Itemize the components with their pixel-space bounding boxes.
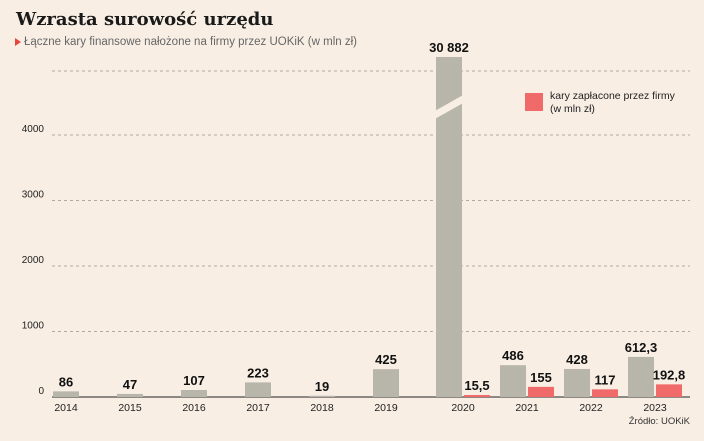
data-label-total-2017: 223 [247, 365, 269, 380]
data-label-total-2021: 486 [502, 348, 524, 363]
bar-paid-2021 [528, 386, 554, 397]
x-tick-label-2022: 2022 [579, 402, 603, 414]
bar-total-2014 [53, 391, 79, 397]
x-tick-label-2016: 2016 [182, 402, 206, 414]
chart-subtitle: Łączne kary finansowe nałożone na firmy … [15, 36, 357, 48]
data-label-paid-2022: 117 [595, 372, 616, 387]
data-label-total-2023: 612,3 [625, 340, 658, 355]
bar-total-2018 [309, 395, 335, 397]
y-tick-label: 2000 [22, 255, 45, 266]
legend: kary zapłacone przez firmy(w mln zł) [525, 90, 676, 115]
data-label-paid-2020: 15,5 [464, 378, 489, 393]
y-tick-label: 3000 [22, 190, 45, 201]
data-label-paid-2023: 192,8 [653, 367, 686, 382]
bar-total-2017 [245, 382, 271, 397]
x-tick-label-2015: 2015 [118, 402, 142, 414]
bar-total-2023 [628, 356, 654, 397]
y-tick-label: 1000 [22, 321, 45, 332]
legend-swatch-paid [525, 93, 543, 111]
x-tick-label-2023: 2023 [643, 402, 667, 414]
data-label-paid-2021: 155 [530, 370, 552, 385]
data-label-total-2022: 428 [566, 352, 588, 367]
data-label-total-2016: 107 [183, 373, 205, 388]
bar-paid-2022 [592, 389, 618, 397]
bar-paid-2023 [656, 384, 682, 397]
bar-total-2022 [564, 368, 590, 397]
triangle-marker-icon [15, 38, 21, 46]
chart-title: Wzrasta surowość urzędu [16, 9, 274, 30]
x-tick-label-2017: 2017 [246, 402, 270, 414]
source-note: Źródło: UOKiK [628, 416, 690, 427]
subtitle-text: Łączne kary finansowe nałożone na firmy … [24, 36, 357, 48]
x-tick-label-2018: 2018 [310, 402, 334, 414]
axis-break-mark [433, 94, 465, 120]
bar-total-2019 [373, 369, 399, 397]
y-tick-label: 0 [38, 386, 44, 397]
bar-paid-2020 [464, 395, 490, 397]
x-tick-label-2019: 2019 [374, 402, 398, 414]
data-label-total-2015: 47 [123, 377, 137, 392]
bar-total-2021 [500, 365, 526, 397]
data-label-total-2018: 19 [315, 379, 329, 394]
x-tick-label-2020: 2020 [451, 402, 475, 414]
data-label-total-2019: 425 [375, 352, 397, 367]
legend-label-paid: kary zapłacone przez firmy [550, 90, 676, 102]
bar-total-2015 [117, 393, 143, 397]
x-tick-label-2014: 2014 [54, 402, 78, 414]
bar-total-2016 [181, 389, 207, 397]
data-label-total-2020: 30 882 [429, 40, 469, 55]
data-label-total-2014: 86 [59, 374, 73, 389]
legend-label-paid: (w mln zł) [550, 103, 595, 115]
x-tick-label-2021: 2021 [515, 402, 539, 414]
y-tick-label: 4000 [22, 124, 45, 135]
